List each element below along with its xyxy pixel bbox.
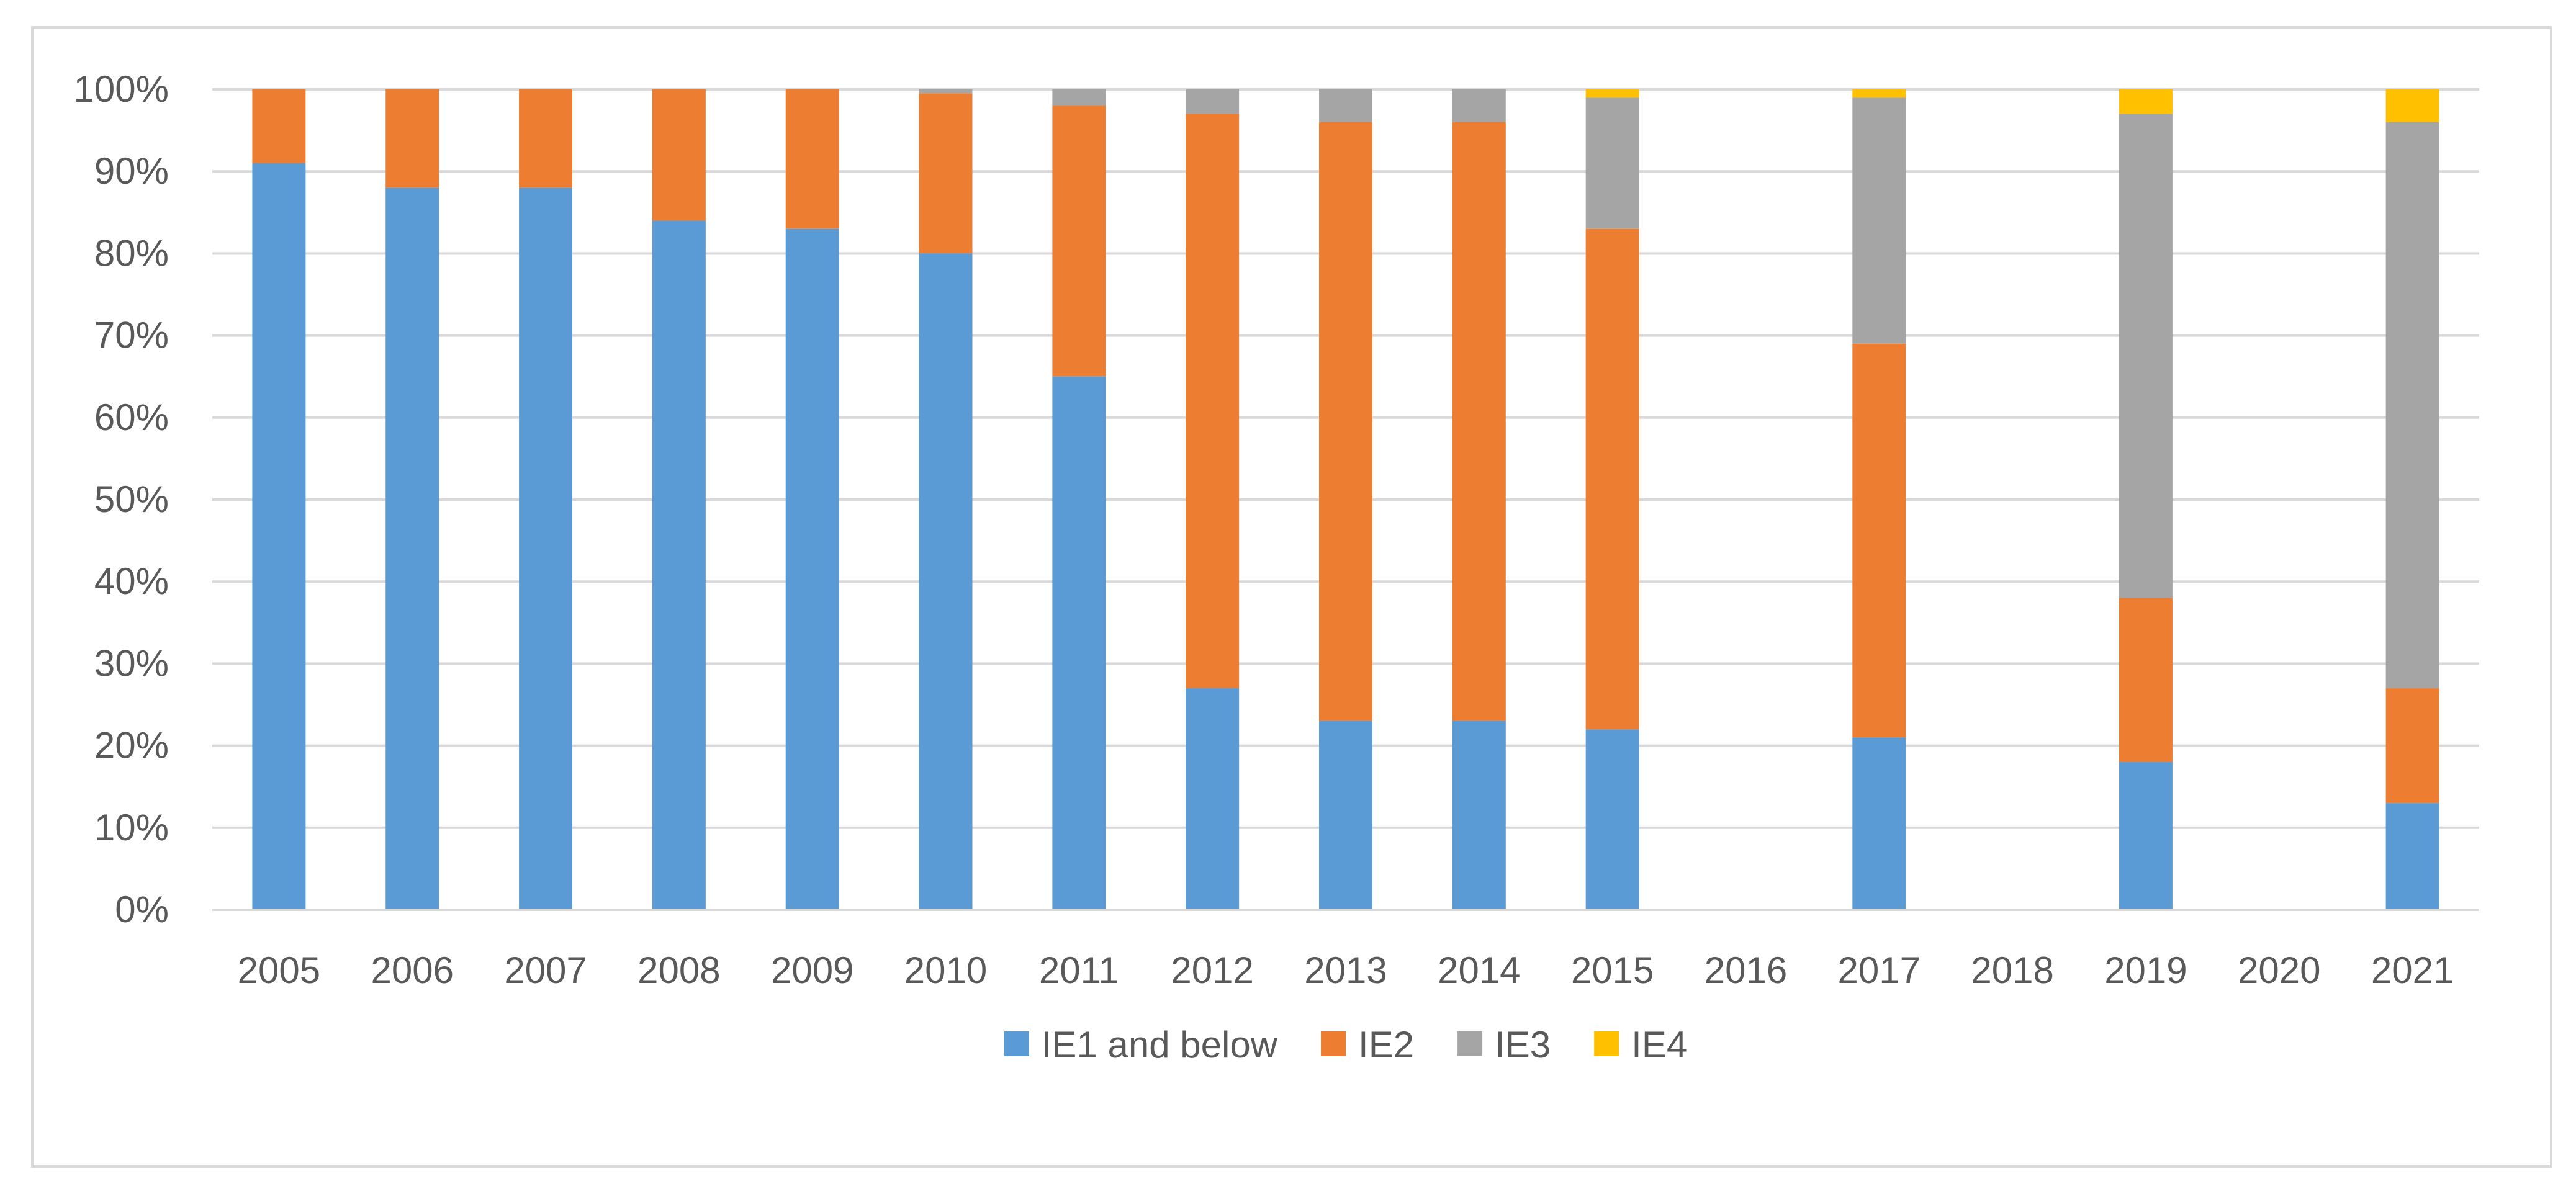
bar-2017-series-2 [1852, 97, 1906, 344]
x-tick-label: 2011 [1039, 949, 1119, 991]
y-tick-label: 60% [94, 397, 169, 438]
bar-2005-series-0 [252, 163, 306, 910]
bar-2015-series-2 [1585, 97, 1639, 229]
x-tick-label: 2008 [637, 949, 720, 991]
x-tick-label: 2009 [771, 949, 853, 991]
legend-swatch [1594, 1031, 1619, 1056]
bar-2009-series-1 [785, 89, 839, 229]
x-tick-label: 2014 [1438, 949, 1520, 991]
bar-2021-series-0 [2385, 803, 2439, 910]
bar-2019-series-2 [2119, 114, 2173, 598]
x-tick-label: 2016 [1705, 949, 1787, 991]
bar-2021-series-3 [2385, 89, 2439, 122]
bar-2019-series-1 [2119, 598, 2173, 763]
chart-frame: 0% 10% 20% 30% 40% 50% 60% 70% 80% 90% 100% 2005 20… [31, 26, 2552, 1168]
bar-2013-series-0 [1319, 720, 1372, 910]
bar-2015-series-1 [1585, 228, 1639, 730]
bar-2013-series-1 [1319, 122, 1372, 721]
bar-2021-series-2 [2385, 122, 2439, 689]
y-tick-label: 40% [94, 560, 169, 602]
bar-2019-series-0 [2119, 762, 2173, 910]
stacked-bar-chart: 0%10%20%30%40%50%60%70%80%90%100% 2005 20… [74, 68, 2479, 1066]
y-tick-label: 10% [94, 807, 169, 848]
y-tick-label: 100% [74, 68, 169, 110]
bar-2007-series-1 [519, 89, 573, 188]
bar-2011-series-2 [1052, 89, 1106, 106]
bar-2017-series-3 [1852, 89, 1906, 98]
bar-2017-series-1 [1852, 343, 1906, 738]
bar-2005-series-1 [252, 89, 306, 163]
bar-2014-series-1 [1452, 122, 1506, 721]
bar-2015-series-3 [1585, 89, 1639, 98]
x-tick-label: 2006 [371, 949, 453, 991]
bar-2017-series-0 [1852, 737, 1906, 910]
bar-2010-series-2 [919, 89, 973, 94]
y-tick-label: 80% [94, 232, 169, 274]
bar-2006-series-0 [385, 187, 439, 910]
bar-2013-series-2 [1319, 89, 1372, 122]
bar-2014-series-0 [1452, 720, 1506, 910]
y-tick-label: 50% [94, 478, 169, 520]
x-tick-label: 2012 [1171, 949, 1253, 991]
bar-2008-series-1 [652, 89, 706, 221]
x-tick-label: 2020 [2238, 949, 2320, 991]
x-tick-label: 2018 [1971, 949, 2053, 991]
y-tick-label: 20% [94, 725, 169, 766]
bar-2007-series-0 [519, 187, 573, 910]
bar-2010-series-1 [919, 93, 973, 254]
bar-2008-series-0 [652, 220, 706, 910]
bar-2010-series-0 [919, 253, 973, 910]
bar-2021-series-1 [2385, 688, 2439, 804]
y-tick-label: 70% [94, 315, 169, 356]
bar-2015-series-0 [1585, 729, 1639, 910]
y-tick-labels: 0% 10% 20% 30% 40% 50% 60% 70% 80% 90% 100% [74, 68, 169, 930]
bar-2012-series-2 [1186, 89, 1240, 114]
bar-2011-series-1 [1052, 105, 1106, 377]
y-tick-label: 30% [94, 642, 169, 684]
bar-2011-series-0 [1052, 376, 1106, 910]
bar-2014-series-2 [1452, 89, 1506, 122]
legend-swatch [1457, 1031, 1483, 1056]
y-tick-label: 90% [94, 150, 169, 192]
x-tick-label: 2017 [1838, 949, 1921, 991]
x-tick-label: 2010 [904, 949, 987, 991]
legend-label: IE4 [1631, 1024, 1687, 1066]
legend-label: IE2 [1358, 1024, 1414, 1066]
y-tick-label: 0% [115, 889, 169, 930]
x-tick-label: 2013 [1304, 949, 1387, 991]
x-tick-label: 2015 [1571, 949, 1654, 991]
bar-2006-series-1 [385, 89, 439, 188]
x-tick-labels: 2005 2006 2007 2008 2009 2010 2011 2012 2013 2014… [238, 949, 2454, 991]
legend-swatch [1004, 1031, 1029, 1056]
bar-2012-series-0 [1186, 688, 1240, 910]
x-tick-label: 2005 [238, 949, 320, 991]
legend: IE1 and below IE2 IE3 IE4 [1004, 1024, 1687, 1066]
legend-swatch [1321, 1031, 1346, 1056]
bars [252, 89, 2439, 910]
legend-label: IE3 [1495, 1024, 1551, 1066]
x-tick-label: 2021 [2371, 949, 2454, 991]
bar-2012-series-1 [1186, 114, 1240, 689]
legend-label: IE1 and below [1042, 1024, 1278, 1066]
x-tick-label: 2007 [504, 949, 587, 991]
x-tick-label: 2019 [2104, 949, 2187, 991]
bar-2009-series-0 [785, 228, 839, 910]
bar-2019-series-3 [2119, 89, 2173, 114]
